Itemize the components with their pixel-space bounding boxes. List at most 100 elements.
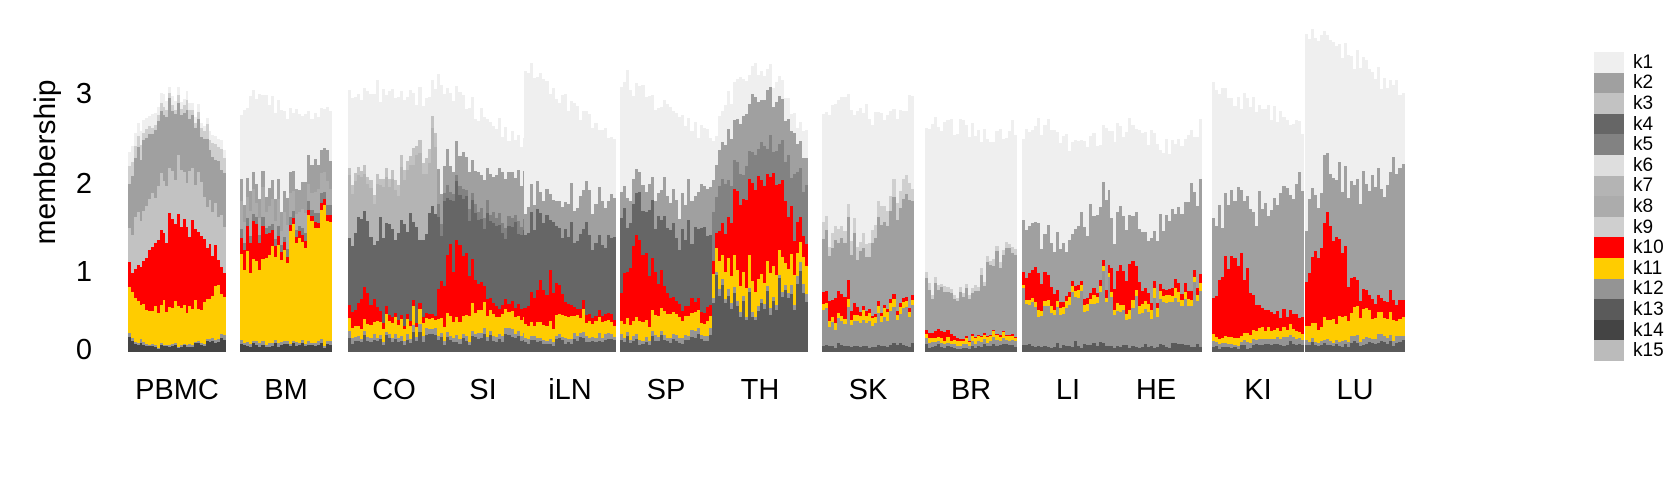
- bar-segment-k10: [992, 329, 996, 332]
- bar-group-iLN[interactable]: [524, 20, 616, 352]
- bar-group-KI[interactable]: [1212, 20, 1304, 352]
- bar-segment-k13: [745, 320, 748, 352]
- bar-segment-k3: [185, 182, 189, 228]
- bar-segment-k13: [840, 344, 844, 352]
- bar-segment-k11: [551, 328, 555, 343]
- bar-segment-k11: [843, 319, 847, 325]
- bar-sample: [1297, 20, 1301, 352]
- bar-segment-k10: [1125, 281, 1129, 315]
- bar-group-SK[interactable]: [822, 20, 914, 352]
- bar-segment-k11: [858, 316, 862, 323]
- bar-segment-k10: [1037, 273, 1041, 311]
- bar-segment-k1: [539, 72, 543, 193]
- bar-segment-k13: [476, 338, 480, 352]
- bar-segment-k1: [310, 118, 314, 166]
- bar-segment-k11: [1383, 318, 1387, 336]
- legend-item-k13[interactable]: k13: [1594, 299, 1680, 320]
- legend-item-k4[interactable]: k4: [1594, 113, 1680, 135]
- bar-segment-k2: [766, 90, 769, 150]
- bar-segment-k11: [825, 303, 829, 308]
- bar-segment-k10: [751, 183, 754, 281]
- bar-segment-k2: [545, 189, 549, 215]
- bar-segment-k2: [1031, 223, 1035, 270]
- bar-segment-k13: [1122, 344, 1126, 352]
- bar-segment-k11: [1371, 318, 1375, 340]
- bar-group-TH[interactable]: [712, 20, 808, 352]
- bar-segment-k11: [486, 315, 490, 338]
- bar-segment-k1: [799, 122, 802, 142]
- bar-sample: [1125, 20, 1129, 352]
- bar-segment-k11: [712, 274, 715, 299]
- bar-group-BR[interactable]: [925, 20, 1017, 352]
- bar-segment-k12: [591, 336, 595, 342]
- bar-segment-k2: [524, 213, 528, 236]
- bar-segment-k11: [946, 337, 950, 343]
- legend-item-k7[interactable]: k7: [1594, 175, 1680, 197]
- bar-segment-k13: [638, 345, 642, 352]
- bar-sample: [1224, 20, 1228, 352]
- bar-segment-k10: [1034, 267, 1038, 303]
- bar-sample: [400, 20, 404, 352]
- legend-item-k1[interactable]: k1: [1594, 52, 1680, 73]
- legend-item-k12[interactable]: k12: [1594, 278, 1680, 300]
- bar-segment-k11: [687, 316, 691, 337]
- bar-segment-k10: [1152, 280, 1156, 289]
- bar-segment-k11: [828, 321, 832, 328]
- bar-segment-k1: [1189, 129, 1193, 184]
- bar-segment-k12: [952, 344, 956, 348]
- bar-group-HE[interactable]: [1110, 20, 1202, 352]
- bar-segment-k10: [989, 334, 993, 336]
- bar-group-PBMC[interactable]: [128, 20, 226, 352]
- bar-segment-k2: [1092, 215, 1096, 288]
- bar-segment-k2: [659, 189, 663, 220]
- bar-segment-k13: [864, 346, 868, 352]
- bar-segment-k10: [952, 336, 956, 341]
- bar-segment-k11: [1010, 335, 1014, 341]
- bar-segment-k1: [769, 63, 772, 88]
- bar-segment-k13: [1285, 345, 1289, 352]
- bar-segment-k1: [1043, 124, 1047, 234]
- legend-item-k6[interactable]: k6: [1594, 154, 1680, 176]
- legend-item-k9[interactable]: k9: [1594, 216, 1680, 238]
- bar-segment-k1: [437, 74, 441, 169]
- stacked-bar-plot-area: [120, 20, 1480, 352]
- bar-segment-k1: [855, 111, 859, 248]
- legend-item-k10[interactable]: k10: [1594, 237, 1680, 258]
- bar-segment-k2: [199, 136, 203, 182]
- bar-segment-k11: [757, 278, 760, 307]
- bar-group-SI[interactable]: [437, 20, 529, 352]
- bar-group-BM[interactable]: [240, 20, 332, 352]
- legend-item-k5[interactable]: k5: [1594, 134, 1680, 155]
- bar-segment-k11: [304, 247, 308, 344]
- bar-group-LI[interactable]: [1022, 20, 1114, 352]
- bar-segment-k11: [831, 317, 835, 323]
- bar-sample: [136, 20, 140, 352]
- bar-group-LU[interactable]: [1305, 20, 1405, 352]
- bar-segment-k12: [1189, 305, 1193, 347]
- bar-segment-k10: [325, 215, 329, 221]
- bar-segment-k12: [548, 339, 552, 344]
- bar-segment-k1: [757, 75, 760, 103]
- bar-segment-k13: [715, 275, 718, 352]
- bar-segment-k10: [182, 218, 186, 305]
- bar-segment-k2: [874, 238, 878, 315]
- bar-group-CO[interactable]: [348, 20, 440, 352]
- legend-item-k2[interactable]: k2: [1594, 72, 1680, 94]
- bar-segment-k12: [980, 341, 984, 347]
- bar-segment-k11: [375, 320, 379, 338]
- bar-sample: [498, 20, 502, 352]
- legend-item-k14[interactable]: k14: [1594, 319, 1680, 341]
- bar-segment-k10: [1224, 255, 1228, 336]
- bar-segment-k10: [270, 229, 274, 246]
- bar-segment-k12: [1165, 302, 1169, 347]
- legend-item-k15[interactable]: k15: [1594, 340, 1680, 361]
- bar-segment-k9: [1013, 248, 1017, 256]
- bar-segment-k2: [871, 243, 875, 316]
- legend-item-k3[interactable]: k3: [1594, 93, 1680, 114]
- bar-segment-k9: [992, 259, 996, 266]
- bar-group-SP[interactable]: [620, 20, 712, 352]
- bar-segment-k13: [479, 337, 483, 352]
- legend-item-k11[interactable]: k11: [1594, 257, 1680, 279]
- bar-segment-k10: [901, 298, 905, 302]
- legend-item-k8[interactable]: k8: [1594, 196, 1680, 217]
